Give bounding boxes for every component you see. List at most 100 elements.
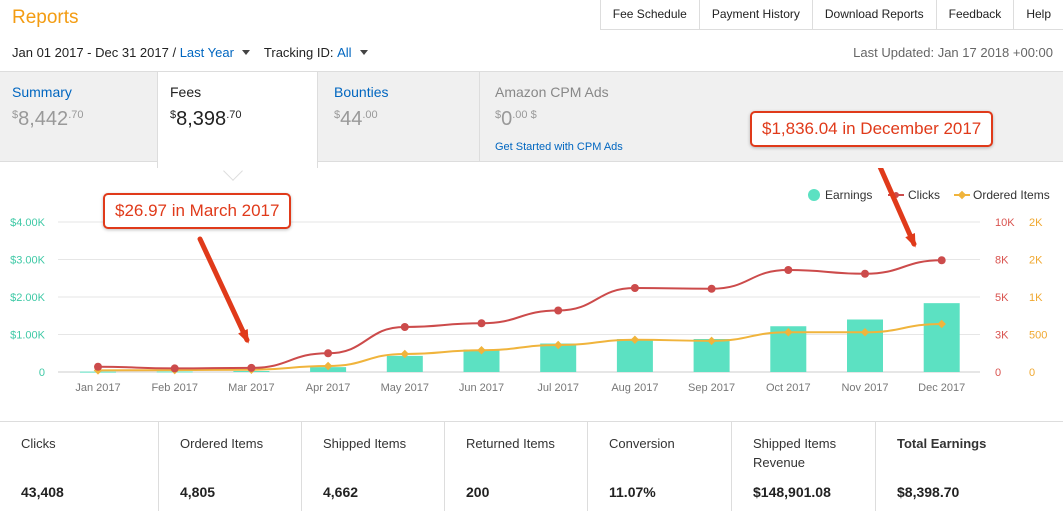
- march-arrow: [197, 236, 250, 343]
- x-axis-tick: Sep 2017: [688, 382, 735, 394]
- x-axis-tick: Jan 2017: [75, 382, 120, 394]
- legend-clicks-label: Clicks: [908, 188, 940, 202]
- tab-bounties[interactable]: Bounties $44.00: [322, 72, 480, 162]
- cpm-ads-link[interactable]: Get Started with CPM Ads: [495, 141, 623, 153]
- tab-label: Fees: [170, 84, 202, 100]
- stats-row: Clicks 43,408 Ordered Items 4,805 Shippe…: [0, 421, 1063, 511]
- legend-items-label: Ordered Items: [973, 188, 1050, 202]
- tab-value: $44.00: [334, 108, 378, 130]
- feedback-button[interactable]: Feedback: [936, 0, 1015, 29]
- ordered-items-point: [860, 328, 870, 337]
- right-axis-clicks-tick: 5K: [995, 292, 1009, 304]
- right-axis-clicks-tick: 10K: [995, 217, 1015, 229]
- clicks-line: [97, 259, 942, 370]
- right-axis-items-tick: 0: [1029, 367, 1035, 379]
- tab-label: Amazon CPM Ads: [495, 84, 609, 100]
- ordered-items-point: [477, 346, 486, 355]
- left-axis-tick: $2.00K: [10, 292, 46, 304]
- ordered-items-point: [937, 319, 946, 329]
- tab-value: $8,442.70: [12, 108, 84, 130]
- march-arrow-head: [238, 329, 249, 344]
- ordered-items-point: [784, 328, 793, 337]
- right-axis-items-tick: 1K: [1029, 292, 1043, 304]
- x-axis-tick: Oct 2017: [766, 382, 811, 394]
- ordered-items-point: [630, 335, 640, 344]
- tracking-id-link[interactable]: All: [337, 45, 352, 60]
- stat-ordered-items: Ordered Items 4,805: [159, 422, 302, 511]
- clicks-point: [554, 306, 563, 315]
- stat-shipped-revenue: Shipped Items Revenue $148,901.08: [732, 422, 876, 511]
- right-axis-clicks-tick: 3K: [995, 330, 1009, 342]
- ordered-items-point: [323, 361, 333, 371]
- tab-cpm-ads: Amazon CPM Ads $0.00 $ Get Started with …: [483, 72, 683, 162]
- stat-returned-items: Returned Items 200: [445, 422, 588, 511]
- earnings-bar: [463, 349, 500, 372]
- earnings-bar: [616, 339, 653, 372]
- stat-shipped-items: Shipped Items 4,662: [302, 422, 445, 511]
- x-axis-tick: Dec 2017: [918, 382, 965, 394]
- december-arrow: [877, 168, 917, 247]
- tab-summary[interactable]: Summary $8,442.70: [0, 72, 157, 162]
- legend-items-swatch: [957, 190, 967, 200]
- earnings-bar: [923, 303, 960, 372]
- clicks-point: [400, 323, 409, 331]
- x-axis-tick: Feb 2017: [151, 382, 197, 394]
- clicks-point: [94, 362, 102, 371]
- download-reports-button[interactable]: Download Reports: [812, 0, 937, 29]
- legend-earnings-label: Earnings: [825, 188, 872, 202]
- tracking-id-label: Tracking ID:: [263, 45, 334, 60]
- ordered-items-point: [400, 349, 410, 359]
- stat-clicks: Clicks 43,408: [0, 422, 159, 511]
- tab-divider: [479, 72, 480, 162]
- ordered-items-point: [553, 340, 563, 350]
- tab-value: $8,398.70: [170, 108, 242, 130]
- earnings-bar: [847, 319, 883, 372]
- date-dropdown-icon[interactable]: [241, 50, 250, 55]
- fee-schedule-button[interactable]: Fee Schedule: [600, 0, 700, 29]
- x-axis-tick: Nov 2017: [841, 382, 888, 394]
- date-range-label: Jan 01 2017 - Dec 31 2017 /: [12, 45, 177, 60]
- tab-label: Bounties: [334, 84, 389, 100]
- stat-conversion: Conversion 11.07%: [588, 422, 732, 511]
- tab-fees[interactable]: Fees $8,398.70: [157, 72, 318, 168]
- ordered-items-line: [97, 323, 942, 372]
- x-axis-tick: Jul 2017: [537, 382, 579, 394]
- clicks-point: [707, 284, 716, 293]
- tracking-dropdown-icon[interactable]: [359, 50, 368, 55]
- clicks-point: [937, 256, 946, 265]
- x-axis-tick: Mar 2017: [228, 382, 274, 394]
- right-axis-clicks-tick: 8K: [995, 255, 1009, 267]
- clicks-point: [861, 269, 869, 278]
- right-axis-items-tick: 2K: [1029, 255, 1043, 267]
- tab-label: Summary: [12, 84, 72, 100]
- right-axis-items-tick: 500: [1029, 330, 1047, 342]
- left-axis-tick: $1.00K: [10, 330, 46, 342]
- clicks-point: [784, 266, 793, 274]
- date-preset-link[interactable]: Last Year: [179, 45, 234, 60]
- legend-earnings-swatch: [808, 189, 820, 201]
- page-title: Reports: [12, 7, 79, 28]
- right-axis-items-tick: 2K: [1029, 217, 1043, 229]
- left-axis-tick: $4.00K: [10, 217, 46, 229]
- earnings-bar: [386, 355, 423, 372]
- left-axis-tick: $3.00K: [10, 255, 46, 267]
- clicks-point: [247, 363, 256, 372]
- x-axis-tick: Apr 2017: [306, 382, 351, 394]
- december-callout: $1,836.04 in December 2017: [750, 111, 994, 147]
- stat-total-earnings: Total Earnings $8,398.70: [897, 436, 987, 500]
- clicks-point: [477, 319, 486, 328]
- clicks-point: [170, 364, 179, 373]
- help-button[interactable]: Help: [1014, 0, 1063, 29]
- december-arrow-head: [905, 233, 916, 248]
- ordered-items-point: [707, 336, 716, 346]
- x-axis-tick: Aug 2017: [611, 382, 658, 394]
- right-axis-clicks-tick: 0: [995, 367, 1001, 379]
- left-axis-tick: 0: [39, 367, 45, 379]
- last-updated: Last Updated: Jan 17 2018 +00:00: [853, 45, 1053, 60]
- clicks-point: [630, 284, 639, 292]
- filter-row: Jan 01 2017 - Dec 31 2017 / Last Year Tr…: [12, 45, 368, 60]
- tab-value: $0.00 $: [495, 108, 537, 130]
- march-callout: $26.97 in March 2017: [103, 193, 292, 229]
- payment-history-button[interactable]: Payment History: [699, 0, 813, 29]
- clicks-point: [324, 349, 333, 358]
